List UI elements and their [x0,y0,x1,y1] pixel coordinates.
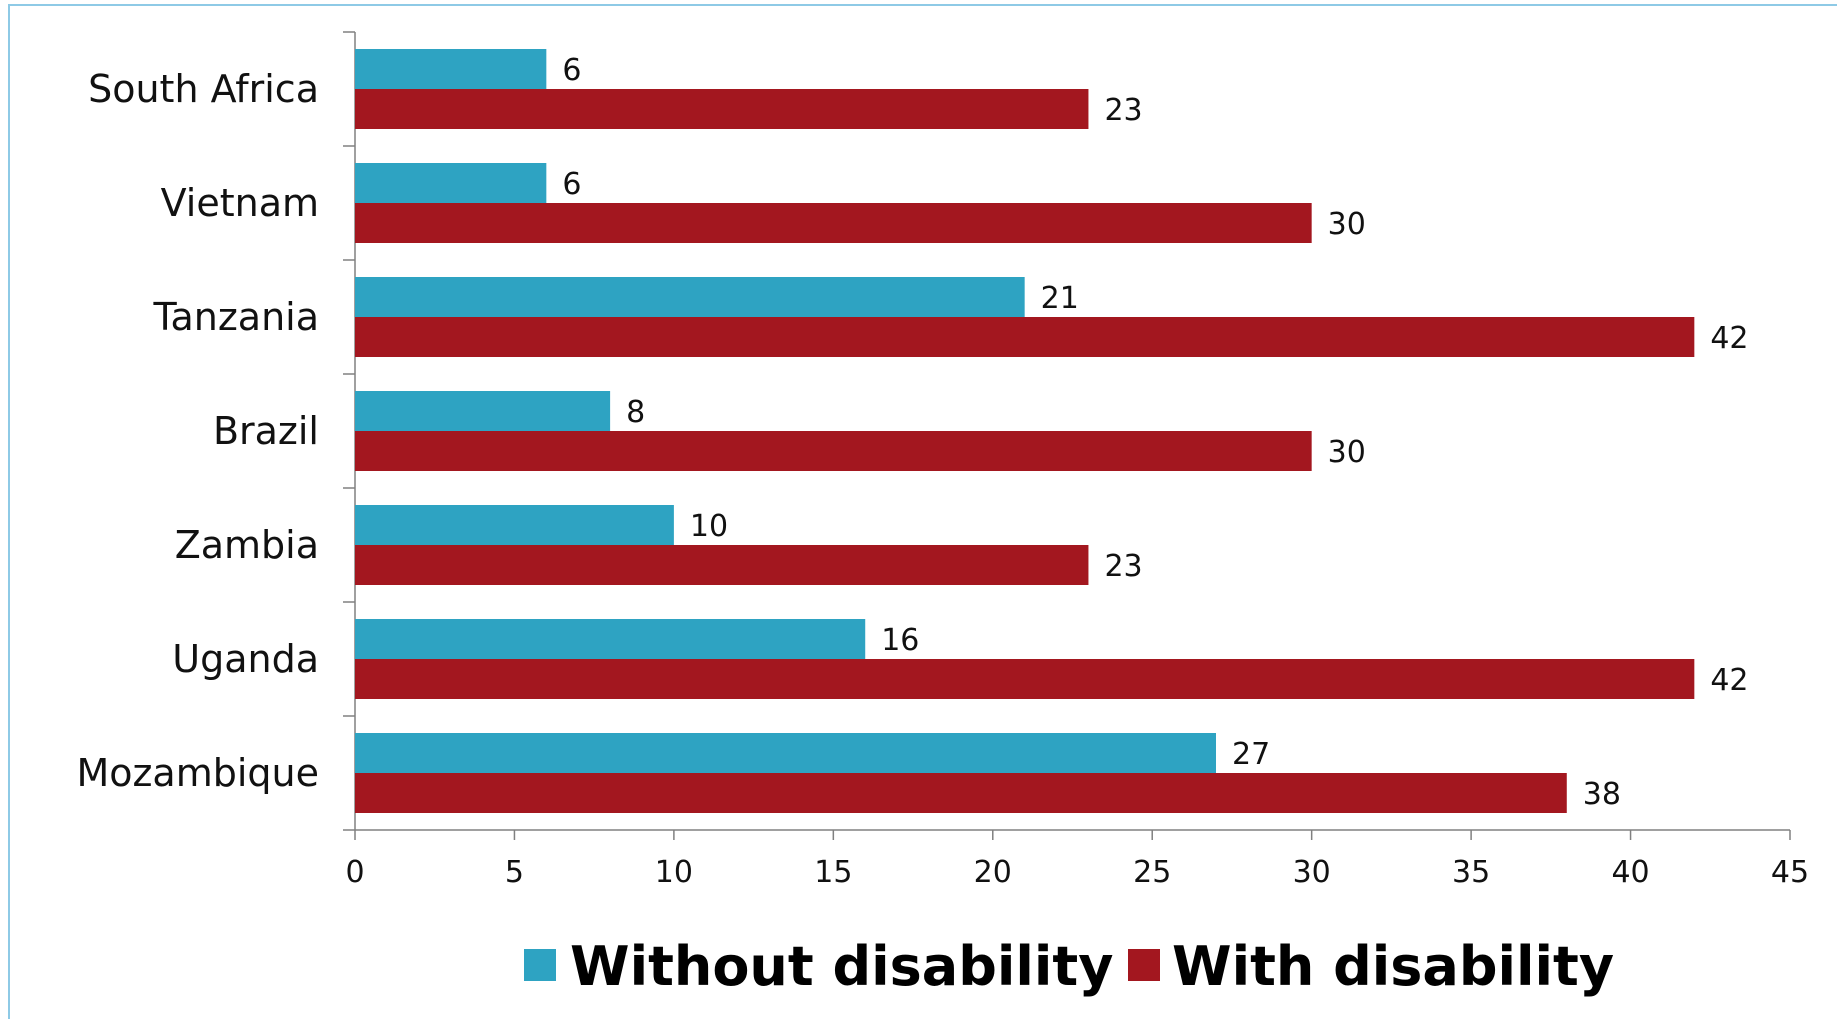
bar-with-disability [355,545,1089,585]
category-label: Tanzania [153,295,319,339]
category-label: Zambia [175,523,319,567]
data-label: 21 [1041,281,1079,316]
chart-frame [8,4,1837,1019]
category-label: Vietnam [161,181,319,225]
data-label: 10 [690,509,728,544]
category-label: Uganda [172,637,319,681]
data-label: 38 [1583,777,1621,812]
bar-with-disability [355,659,1695,699]
bar-without-disability [355,163,547,203]
data-label: 23 [1104,549,1142,584]
data-label: 30 [1328,435,1366,470]
bar-with-disability [355,431,1312,471]
bar-with-disability [355,89,1089,129]
data-label: 8 [626,395,645,430]
data-label: 42 [1710,321,1748,356]
bar-without-disability [355,733,1216,773]
data-label: 23 [1104,93,1142,128]
legend-label: Without disability [570,935,1113,998]
x-tick-label: 35 [1452,855,1490,890]
x-tick-label: 5 [505,855,524,890]
category-label: South Africa [88,67,319,111]
bar-with-disability [355,317,1695,357]
x-tick-label: 20 [974,855,1012,890]
legend-label: With disability [1172,935,1614,998]
bar-with-disability [355,203,1312,243]
x-tick-label: 0 [345,855,364,890]
data-label: 16 [881,623,919,658]
x-tick-label: 40 [1611,855,1649,890]
data-label: 6 [562,167,581,202]
data-label: 42 [1710,663,1748,698]
data-label: 6 [562,53,581,88]
data-label: 27 [1232,737,1270,772]
bar-with-disability [355,773,1567,813]
category-label: Mozambique [76,751,319,795]
x-tick-label: 10 [655,855,693,890]
bar-without-disability [355,277,1025,317]
x-tick-label: 45 [1771,855,1809,890]
bar-without-disability [355,619,866,659]
data-label: 30 [1328,207,1366,242]
x-tick-label: 30 [1293,855,1331,890]
category-label: Brazil [213,409,319,453]
x-tick-label: 15 [814,855,852,890]
legend-swatch [1128,949,1160,981]
bar-without-disability [355,391,611,431]
legend-swatch [524,949,556,981]
x-tick-label: 25 [1133,855,1171,890]
bar-without-disability [355,49,547,89]
bar-without-disability [355,505,674,545]
